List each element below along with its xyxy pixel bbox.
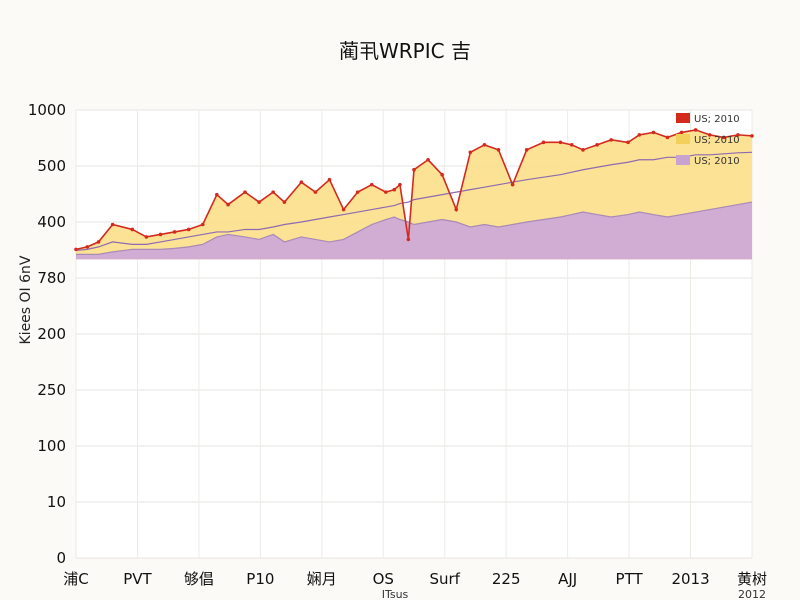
y-tick-label: 780: [37, 269, 66, 287]
data-point: [510, 182, 515, 187]
data-point: [158, 232, 163, 237]
data-point: [558, 140, 563, 145]
data-point: [369, 182, 374, 187]
data-point: [541, 140, 546, 145]
data-point: [144, 235, 149, 239]
gridlines: [75, 109, 753, 559]
series-line: [75, 151, 753, 251]
data-point: [186, 227, 191, 232]
legend-swatch: [676, 134, 690, 144]
data-point: [609, 138, 613, 142]
x-tick-label: 黄树: [737, 570, 767, 588]
data-point: [271, 190, 275, 194]
data-point: [327, 177, 332, 182]
series-areas: [76, 129, 752, 260]
data-point: [581, 148, 585, 152]
data-point: [707, 133, 712, 137]
x-tick-label: 2013: [671, 570, 709, 588]
x-axis-ticks: 浦C PVT 够倡 P10 娴月 OS Surf 225 AJJ PTT 2013 黄树: [63, 570, 767, 588]
legend-swatch: [676, 155, 690, 165]
x-tick-label: 够倡: [184, 570, 214, 588]
y-tick-label: 500: [37, 157, 66, 175]
data-point: [722, 135, 726, 140]
series-area: [76, 202, 752, 260]
data-point: [96, 240, 101, 244]
data-point: [679, 130, 684, 135]
y-tick-label: 10: [47, 493, 66, 511]
data-point: [200, 222, 205, 227]
data-point: [341, 207, 346, 212]
x-tick-label: 浦C: [63, 570, 88, 588]
data-point: [626, 140, 630, 145]
data-point: [299, 180, 304, 184]
x-tick-label: PVT: [123, 570, 152, 588]
y-tick-label: 1000: [28, 101, 66, 119]
y-tick-label: 200: [37, 325, 66, 343]
legend-label: US; 2010: [694, 114, 740, 125]
data-point: [406, 237, 411, 242]
x-tick-label: 225: [492, 570, 521, 588]
y-tick-label: 250: [37, 381, 66, 399]
data-point: [384, 190, 388, 194]
data-point: [468, 150, 473, 155]
x-tick-label: Surf: [429, 570, 460, 588]
x-tick-label: OS: [373, 570, 394, 588]
data-point: [693, 128, 698, 132]
data-point: [524, 148, 529, 152]
data-point: [750, 134, 754, 138]
data-point: [440, 172, 444, 177]
data-point: [412, 167, 416, 172]
y-tick-label: 100: [37, 437, 66, 455]
data-point: [426, 157, 430, 162]
legend: US; 2010 US; 2010 US; 2010: [676, 113, 740, 167]
x-axis-label: ITsus: [382, 588, 409, 600]
x-tick-label: 娴月: [307, 570, 337, 588]
y-axis-label: Kiees OI 6nV: [18, 255, 34, 344]
corner-note: 2012: [738, 588, 766, 600]
data-point: [130, 227, 135, 232]
legend-swatch: [676, 113, 690, 123]
data-point: [595, 143, 599, 147]
data-point: [172, 230, 177, 234]
data-point: [74, 247, 78, 252]
data-point: [355, 190, 360, 194]
data-point: [651, 130, 656, 135]
data-point: [85, 245, 90, 249]
data-point: [569, 143, 574, 147]
y-tick-label: 0: [56, 549, 66, 567]
data-point: [110, 222, 115, 227]
y-tick-label: 400: [37, 213, 66, 231]
chart-title: 蔺丮WRPIC 吉: [339, 39, 471, 63]
data-point: [392, 187, 397, 192]
data-point: [637, 133, 642, 137]
data-point: [454, 207, 459, 212]
data-point: [282, 200, 287, 204]
data-point: [482, 143, 487, 147]
x-tick-label: AJJ: [558, 570, 577, 588]
legend-label: US; 2010: [694, 135, 740, 146]
data-point: [215, 192, 219, 197]
data-point: [736, 133, 740, 137]
data-point: [313, 190, 318, 194]
data-point: [665, 135, 670, 140]
data-point: [398, 182, 402, 187]
data-point: [257, 200, 261, 204]
data-point: [226, 202, 230, 207]
data-point: [243, 190, 247, 194]
series-line: [76, 201, 753, 255]
series-lines: [74, 128, 754, 255]
data-point: [496, 148, 501, 152]
x-tick-label: PTT: [616, 570, 644, 588]
legend-label: US; 2010: [694, 156, 740, 167]
x-tick-label: P10: [246, 570, 274, 588]
